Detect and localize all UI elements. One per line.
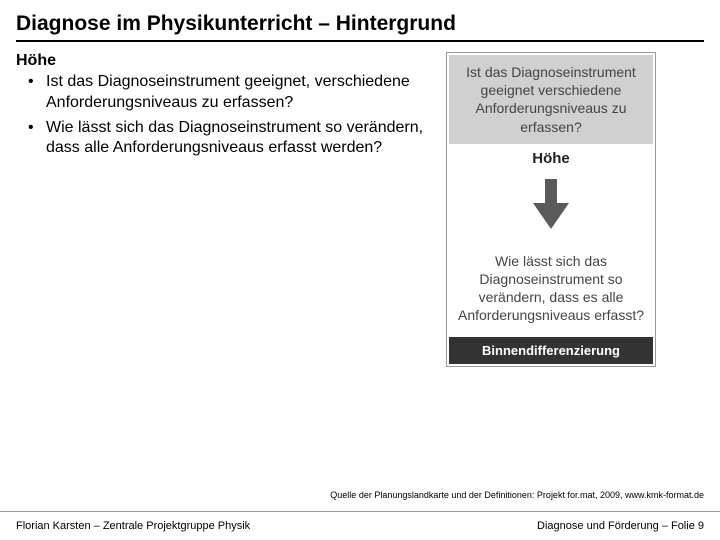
list-item: Wie lässt sich das Diagnoseinstrument so… <box>28 118 436 160</box>
slide: Diagnose im Physikunterricht – Hintergru… <box>0 0 720 540</box>
bullet-text: Wie lässt sich das Diagnoseinstrument so… <box>46 119 423 157</box>
arrow-down-icon <box>449 175 653 244</box>
footer-left: Florian Karsten – Zentrale Projektgruppe… <box>16 520 250 532</box>
body-row: Höhe Ist das Diagnoseinstrument geeignet… <box>16 52 704 367</box>
diagram-label-1: Höhe <box>449 144 653 175</box>
bullet-list: Ist das Diagnoseinstrument geeignet, ver… <box>16 72 436 159</box>
text-column: Höhe Ist das Diagnoseinstrument geeignet… <box>16 52 436 367</box>
diagram-question-2: Wie lässt sich das Diagnoseinstrument so… <box>449 244 653 333</box>
diagram-label-2: Binnendifferenzierung <box>449 337 653 364</box>
list-item: Ist das Diagnoseinstrument geeignet, ver… <box>28 72 436 114</box>
bullet-text: Ist das Diagnoseinstrument geeignet, ver… <box>46 73 410 111</box>
diagram-question-1: Ist das Diagnoseinstrument geeignet vers… <box>449 55 653 144</box>
slide-title: Diagnose im Physikunterricht – Hintergru… <box>16 12 704 42</box>
footer-right: Diagnose und Förderung – Folie 9 <box>537 520 704 532</box>
source-attribution: Quelle der Planungslandkarte und der Def… <box>330 490 704 500</box>
subheading: Höhe <box>16 52 436 70</box>
diagram-column: Ist das Diagnoseinstrument geeignet vers… <box>446 52 656 367</box>
footer: Florian Karsten – Zentrale Projektgruppe… <box>0 511 720 540</box>
